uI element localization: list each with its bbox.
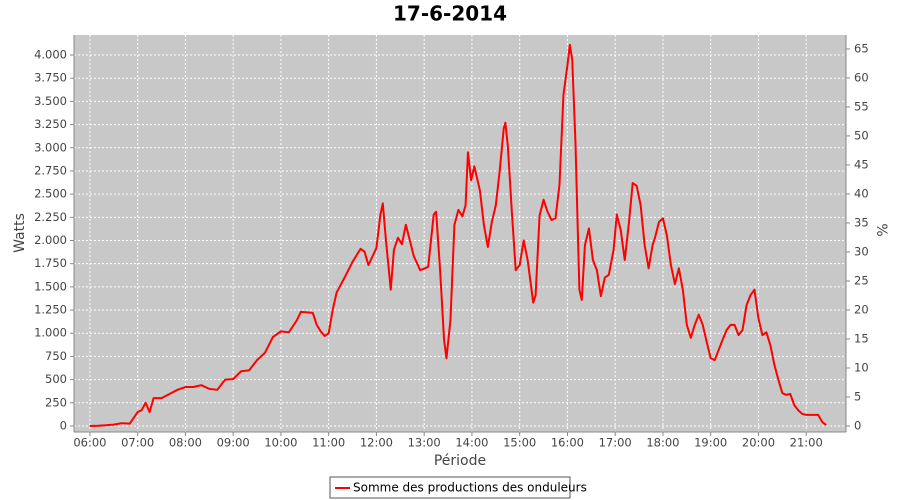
y-tick-label: 1.000 (34, 326, 67, 340)
y2-tick-label: 45 (854, 157, 869, 171)
y2-tick-label: 25 (854, 273, 869, 287)
x-tick-label: 06:00 (73, 436, 106, 450)
legend-box (329, 476, 571, 499)
x-tick-label: 18:00 (646, 436, 679, 450)
x-axis-label: Période (434, 453, 486, 469)
x-tick-label: 11:00 (312, 436, 345, 450)
x-tick-label: 14:00 (455, 436, 488, 450)
y2-tick-label: 5 (854, 390, 861, 404)
y-tick-label: 1.250 (34, 303, 67, 317)
y-tick-label: 1.500 (34, 279, 67, 293)
x-tick-label: 08:00 (169, 436, 202, 450)
y2-tick-label: 55 (854, 99, 869, 113)
y2-axis-label: % (873, 223, 889, 236)
x-tick-label: 15:00 (503, 436, 536, 450)
x-tick-label: 07:00 (121, 436, 154, 450)
x-tick-label: 13:00 (408, 436, 441, 450)
y-tick-label: 250 (45, 395, 67, 409)
y2-tick-label: 0 (854, 419, 861, 433)
y-tick-label: 500 (45, 372, 67, 386)
y-tick-label: 3.250 (34, 117, 67, 131)
x-tick-label: 20:00 (742, 436, 775, 450)
x-tick-label: 17:00 (599, 436, 632, 450)
x-tick-label: 09:00 (217, 436, 250, 450)
y2-tick-label: 50 (854, 128, 869, 142)
y2-tick-label: 10 (854, 361, 869, 375)
x-tick-label: 19:00 (694, 436, 727, 450)
y-tick-label: 750 (45, 349, 67, 363)
y2-tick-label: 35 (854, 215, 869, 229)
x-tick-label: 12:00 (360, 436, 393, 450)
x-tick-label: 16:00 (551, 436, 584, 450)
y-tick-label: 3.000 (34, 140, 67, 154)
y-tick-label: 3.500 (34, 94, 67, 108)
y-tick-label: 1.750 (34, 256, 67, 270)
y-axis-label: Watts (12, 213, 28, 253)
plot-area (74, 35, 846, 432)
series-line (89, 43, 827, 427)
x-tick-label: 10:00 (264, 436, 297, 450)
legend-label: Somme des productions des onduleurs (353, 481, 587, 495)
y2-tick-label: 30 (854, 244, 869, 258)
y-tick-label: 2.500 (34, 187, 67, 201)
y2-tick-label: 40 (854, 186, 869, 200)
y-tick-label: 0 (60, 418, 67, 432)
y-tick-label: 3.750 (34, 71, 67, 85)
y2-tick-label: 20 (854, 302, 869, 316)
y-tick-label: 4.000 (34, 48, 67, 62)
x-tick-label: 21:00 (790, 436, 823, 450)
y2-tick-label: 15 (854, 332, 869, 346)
y-tick-label: 2.750 (34, 163, 67, 177)
y-tick-label: 2.000 (34, 233, 67, 247)
y2-tick-label: 65 (854, 41, 869, 55)
chart-title: 17-6-2014 (393, 2, 507, 26)
y2-tick-label: 60 (854, 70, 869, 84)
y-tick-label: 2.250 (34, 210, 67, 224)
